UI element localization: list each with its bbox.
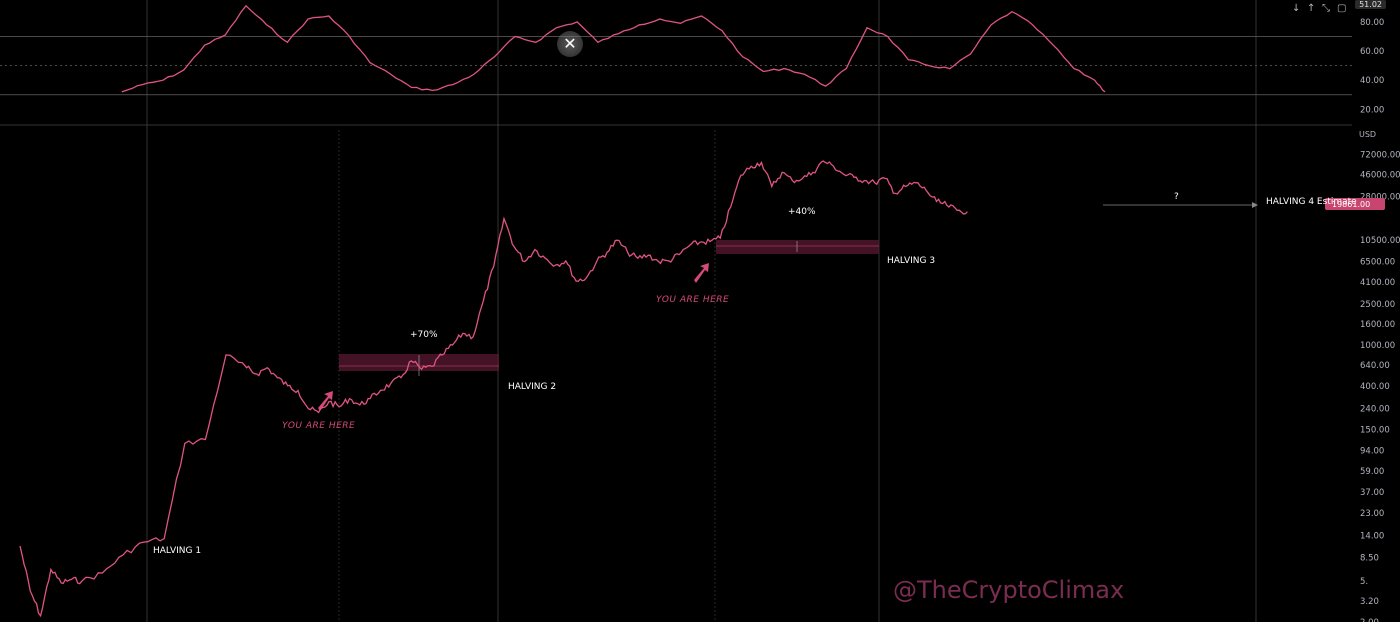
price-tick-label: 94.00 [1360, 446, 1384, 456]
halving-3-label: HALVING 3 [887, 256, 935, 266]
price-tick-label: 5. [1360, 577, 1368, 587]
maximize-icon[interactable]: ▢ [1337, 3, 1347, 14]
price-series-line [19, 160, 968, 618]
you-are-here-1-arrow [318, 391, 333, 411]
expand-icon[interactable]: ⤡ [1322, 3, 1330, 14]
price-tick-label: 2.00 [1360, 618, 1379, 622]
price-tick-label: 400.00 [1360, 382, 1390, 392]
arrow-up-icon[interactable]: ↑ [1307, 3, 1316, 14]
oscillator-tick-label: 80.00 [1360, 18, 1384, 28]
pct-70-label: +70% [410, 330, 438, 340]
price-tick-label: 4100.00 [1360, 278, 1395, 288]
close-icon[interactable]: ✕ [557, 31, 583, 57]
oscillator-tick-label: 40.00 [1360, 76, 1384, 86]
price-tick-label: 59.00 [1360, 467, 1384, 477]
oscillator-tick-label: 60.00 [1360, 47, 1384, 57]
oscillator-value-badge: 51.02 [1355, 0, 1386, 9]
halving-4-label: HALVING 4 Estimate [1266, 197, 1357, 207]
price-tick-label: 3.20 [1360, 597, 1379, 607]
price-tick-label: 240.00 [1360, 405, 1390, 415]
projection-arrowhead [1252, 202, 1258, 208]
price-tick-label: 1000.00 [1360, 341, 1395, 351]
price-tick-label: 6500.00 [1360, 258, 1395, 268]
price-tick-label: 2500.00 [1360, 300, 1395, 310]
watermark: @TheCryptoClimax [893, 576, 1124, 604]
you-are-here-1-label: YOU ARE HERE [282, 421, 355, 431]
range-band-2 [716, 240, 879, 254]
oscillator-tick-label: 20.00 [1360, 105, 1384, 115]
price-tick-label: 14.00 [1360, 531, 1384, 541]
you-are-here-2-label: YOU ARE HERE [656, 295, 729, 305]
you-are-here-2-arrow [694, 263, 709, 283]
currency-label[interactable]: USD [1359, 130, 1377, 139]
question-label: ? [1174, 192, 1179, 202]
price-tick-label: 72000.00 [1360, 150, 1400, 160]
current-price-tag [1325, 198, 1385, 210]
price-tick-label: 10500.00 [1360, 236, 1400, 246]
halving-2-label: HALVING 2 [508, 382, 556, 392]
price-tick-label: 1600.00 [1360, 320, 1395, 330]
oscillator-series-line [121, 4, 1106, 93]
halving-1-label: HALVING 1 [153, 546, 201, 556]
price-tick-label: 46000.00 [1360, 170, 1400, 180]
price-tick-label: 8.50 [1360, 554, 1379, 564]
price-tick-label: 23.00 [1360, 509, 1384, 519]
current-price-label: 19861.00 [1332, 200, 1370, 209]
arrow-down-icon[interactable]: ↓ [1292, 3, 1301, 14]
price-tick-label: 640.00 [1360, 361, 1390, 371]
pct-40-label: +40% [788, 207, 816, 217]
price-tick-label: 150.00 [1360, 426, 1390, 436]
price-tick-label: 37.00 [1360, 488, 1384, 498]
price-tick-label: 28000.00 [1360, 192, 1400, 202]
